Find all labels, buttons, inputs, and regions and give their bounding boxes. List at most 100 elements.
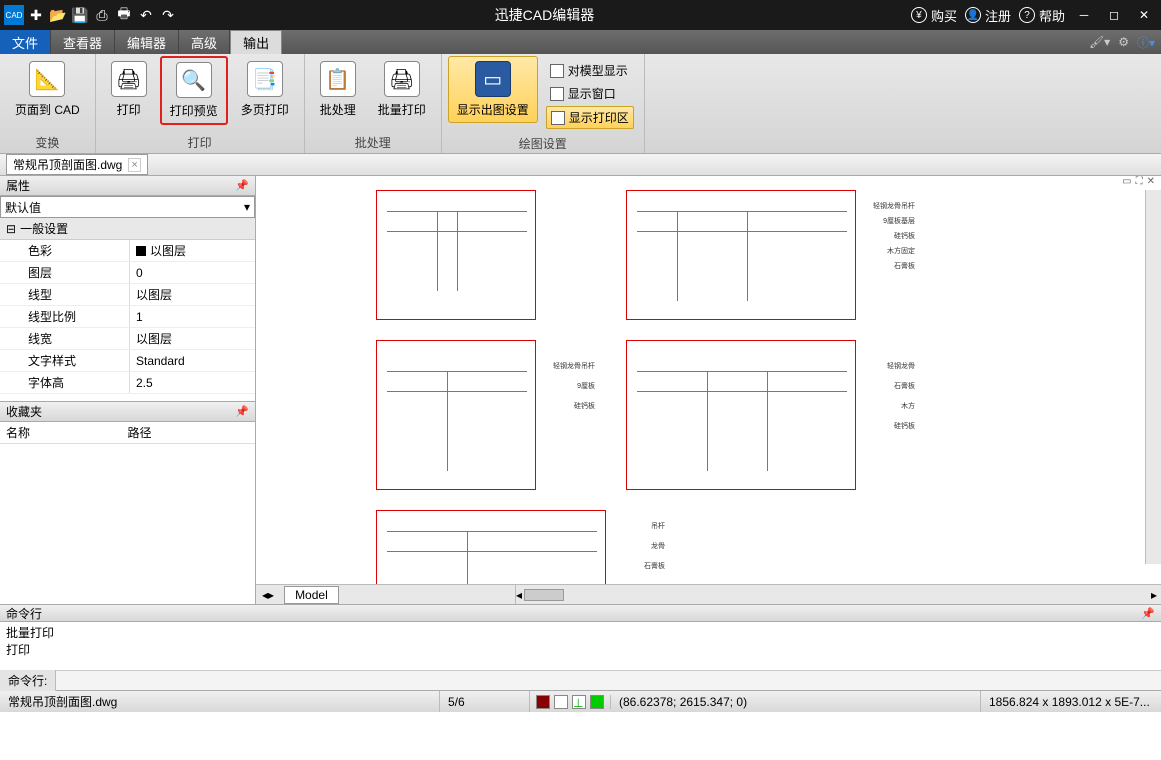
chk-window[interactable]: 显示窗口 [546,83,634,104]
canvas-controls: ▭ ⛶ ✕ [256,176,1161,190]
group-plot-label: 绘图设置 [448,133,638,154]
style-icon[interactable]: 🖌▾ [1089,35,1110,49]
prop-value: 以图层 [130,240,255,261]
prop-key: 图层 [0,262,130,283]
title-bar: CAD ✚ 📂 💾 ⎙ 🖶 ↶ ↷ 迅捷CAD编辑器 ¥购买 👤注册 ?帮助 ─… [0,0,1161,30]
help-link[interactable]: ?帮助 [1019,6,1065,25]
command-history-line: 打印 [6,641,1155,658]
prop-row[interactable]: 线型以图层 [0,284,255,306]
main-area: 属性 📌 默认值 ▾ ⊟ 一般设置 色彩以图层图层0线型以图层线型比例1线宽以图… [0,176,1161,604]
help-small-icon[interactable]: ⓘ▾ [1137,34,1155,51]
pin-icon[interactable]: 📌 [235,405,249,418]
command-label: 命令行: [0,670,56,691]
scroll-thumb[interactable] [524,589,564,601]
print-label: 打印 [117,101,141,118]
horizontal-scrollbar[interactable]: ◂ ▸ [516,585,1161,604]
menu-bar: 文件 查看器 编辑器 高级 输出 🖌▾ ⚙ ⓘ▾ [0,30,1161,54]
minimize-button[interactable]: ─ [1073,4,1095,26]
menu-editor[interactable]: 编辑器 [115,30,179,54]
props-table: ⊟ 一般设置 色彩以图层图层0线型以图层线型比例1线宽以图层文字样式Standa… [0,218,255,402]
tab-nav-left[interactable]: ◂ [256,588,268,602]
drawing-tile [376,190,536,320]
prop-value: 以图层 [130,328,255,349]
menu-advanced[interactable]: 高级 [179,30,230,54]
model-tab[interactable]: Model [284,586,339,604]
prop-row[interactable]: 文字样式Standard [0,350,255,372]
chk-model[interactable]: 对模型显示 [546,60,634,81]
document-tab-label: 常规吊顶剖面图.dwg [13,156,122,173]
menubar-right: 🖌▾ ⚙ ⓘ▾ [1089,30,1161,54]
save-icon[interactable]: 💾 [70,5,90,25]
title-bar-right: ¥购买 👤注册 ?帮助 ─ ◻ ✕ [911,4,1161,26]
menu-viewer[interactable]: 查看器 [51,30,115,54]
multi-print-button[interactable]: 📑 多页打印 [232,56,298,123]
print-icon[interactable]: 🖶 [114,5,134,25]
print-button[interactable]: 🖨 打印 [102,56,156,123]
register-link[interactable]: 👤注册 [965,6,1011,25]
drawing-canvas[interactable]: 轻钢龙骨吊杆 9厘板基层 硅钙板 木方固定 石膏板 轻钢龙骨吊杆 9厘板 硅钙板… [256,190,1161,584]
menu-output[interactable]: 输出 [230,30,282,54]
register-label: 注册 [985,6,1011,25]
snap-icon[interactable] [536,695,550,709]
prop-row[interactable]: 字体高2.5 [0,372,255,394]
plot-settings-button[interactable]: ▭ 显示出图设置 [448,56,538,123]
undo-icon[interactable]: ↶ [136,5,156,25]
buy-link[interactable]: ¥购买 [911,6,957,25]
prop-row[interactable]: 色彩以图层 [0,240,255,262]
menu-file[interactable]: 文件 [0,30,51,54]
tab-nav-right[interactable]: ▸ [268,588,274,602]
props-section[interactable]: ⊟ 一般设置 [0,218,255,240]
plot-checks: 对模型显示 显示窗口 显示打印区 [542,56,638,133]
page-to-cad-button[interactable]: 📐 页面到 CAD [6,56,89,123]
prop-key: 线型 [0,284,130,305]
vertical-scrollbar[interactable] [1145,190,1161,564]
batch-label: 批处理 [320,101,356,118]
chk-model-label: 对模型显示 [568,62,628,79]
canvas-area: ▭ ⛶ ✕ 轻钢龙骨吊杆 9厘板基层 硅钙板 木方固定 石膏板 [256,176,1161,604]
pin-icon[interactable]: 📌 [1141,607,1155,620]
prop-row[interactable]: 线型比例1 [0,306,255,328]
open-icon[interactable]: 📂 [48,5,68,25]
settings-small-icon[interactable]: ⚙ [1118,35,1129,49]
status-dims: 1856.824 x 1893.012 x 5E-7... [981,691,1161,712]
prop-row[interactable]: 线宽以图层 [0,328,255,350]
status-toggles: ⊥ [530,695,611,709]
command-history-line: 批量打印 [6,624,1155,641]
batch-print-button[interactable]: 🖨 批量打印 [369,56,435,123]
saveall-icon[interactable]: ⎙ [92,5,112,25]
restore-icon[interactable]: ▭ [1122,176,1131,190]
drawing-tile: 吊杆 龙骨 石膏板 [376,510,606,584]
group-batch-label: 批处理 [311,132,435,153]
ribbon-group-plot: ▭ 显示出图设置 对模型显示 显示窗口 显示打印区 绘图设置 [442,54,645,153]
group-print-label: 打印 [102,132,298,153]
document-tab[interactable]: 常规吊顶剖面图.dwg × [6,154,148,175]
grid-icon[interactable] [554,695,568,709]
close-button[interactable]: ✕ [1133,4,1155,26]
fav-col-name: 名称 [6,424,128,441]
chk-printarea[interactable]: 显示打印区 [546,106,634,129]
scroll-left-icon[interactable]: ◂ [516,588,522,602]
props-section-label: 一般设置 [20,220,68,237]
pin-icon[interactable]: 📌 [235,179,249,192]
check-icon [550,64,564,78]
prop-row[interactable]: 图层0 [0,262,255,284]
props-panel-header: 属性 📌 [0,176,255,196]
props-select[interactable]: 默认值 ▾ [0,196,255,218]
close-tab-icon[interactable]: × [128,158,140,172]
command-line[interactable]: 命令行: [0,670,1161,690]
scroll-right-icon[interactable]: ▸ [1151,588,1157,602]
collapse-icon: ⊟ [6,222,16,236]
props-select-value: 默认值 [5,199,41,216]
batch-button[interactable]: 📋 批处理 [311,56,365,123]
ortho-icon[interactable]: ⊥ [572,695,586,709]
app-icon[interactable]: CAD [4,5,24,25]
redo-icon[interactable]: ↷ [158,5,178,25]
new-icon[interactable]: ✚ [26,5,46,25]
osnap-icon[interactable] [590,695,604,709]
print-preview-icon: 🔍 [176,62,212,98]
maximize-button[interactable]: ◻ [1103,4,1125,26]
maximize-canvas-icon[interactable]: ⛶ [1136,176,1143,190]
print-preview-button[interactable]: 🔍 打印预览 [160,56,228,125]
close-canvas-icon[interactable]: ✕ [1147,176,1155,190]
ribbon-group-transform: 📐 页面到 CAD 变换 [0,54,96,153]
